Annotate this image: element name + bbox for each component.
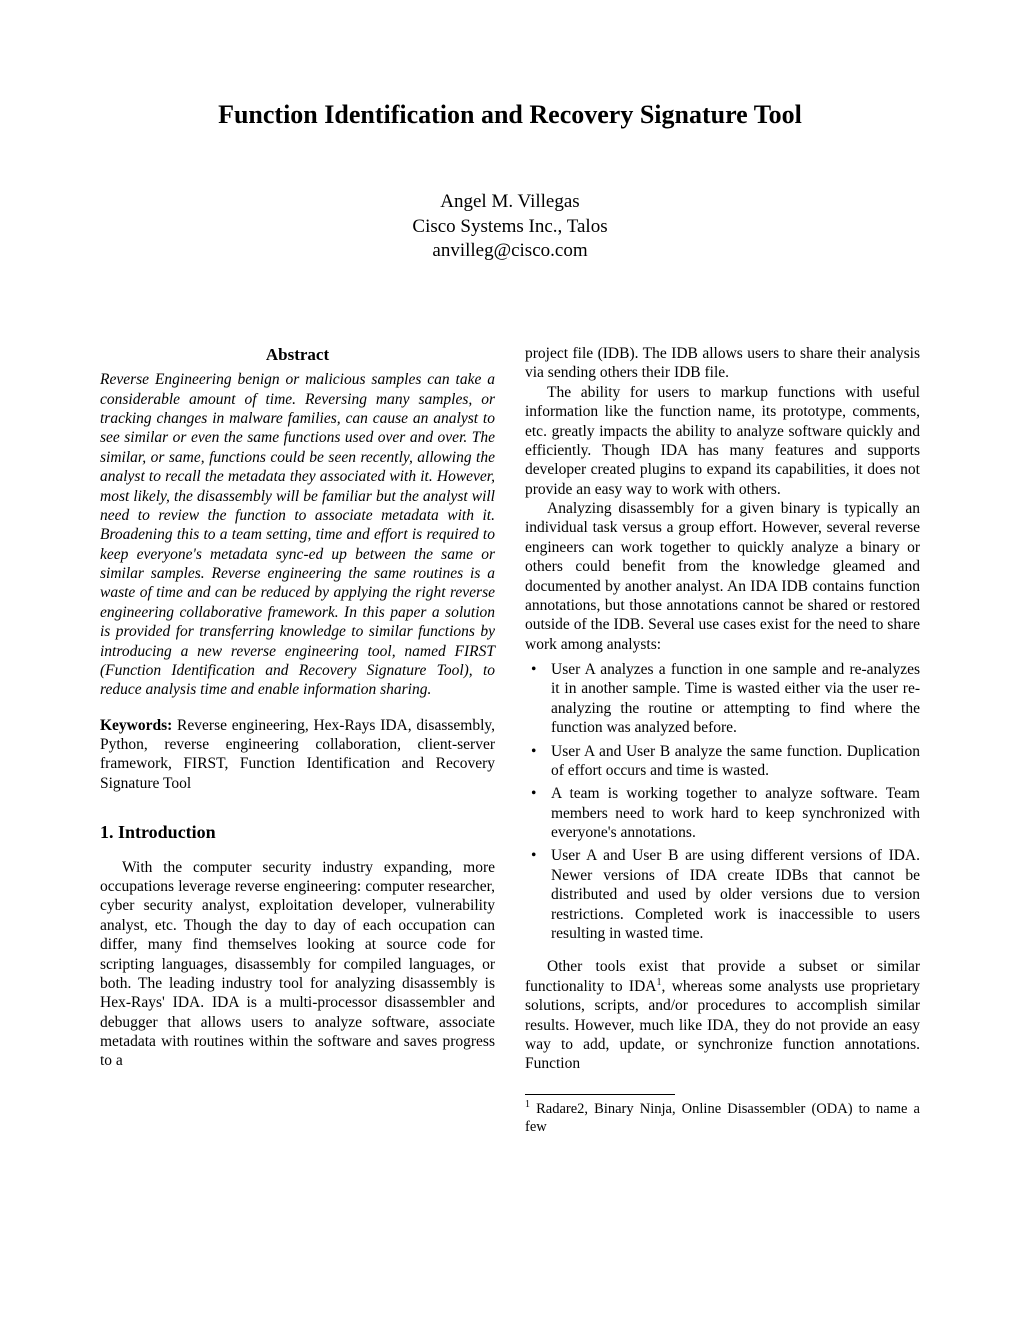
keywords-label: Keywords: [100,717,172,734]
list-item: User A and User B are using different ve… [525,846,920,943]
col2-para-1: project file (IDB). The IDB allows users… [525,344,920,383]
list-item: User A and User B analyze the same funct… [525,742,920,781]
intro-para-1: With the computer security industry expa… [100,858,495,1071]
col2-para-3: Analyzing disassembly for a given binary… [525,499,920,654]
abstract-text: Reverse Engineering benign or malicious … [100,370,495,699]
right-column: project file (IDB). The IDB allows users… [525,344,920,1136]
col2-para-4: Other tools exist that provide a subset … [525,957,920,1073]
author-email: anvilleg@cisco.com [100,239,920,264]
abstract-heading: Abstract [100,344,495,365]
paper-title: Function Identification and Recovery Sig… [100,100,920,130]
keywords-block: Keywords: Reverse engineering, Hex-Rays … [100,716,495,794]
col2-para-2: The ability for users to markup function… [525,383,920,499]
use-case-list: User A analyzes a function in one sample… [525,660,920,943]
footnote-rule [525,1094,675,1095]
list-item: A team is working together to analyze so… [525,784,920,842]
list-item: User A analyzes a function in one sample… [525,660,920,738]
left-column: Abstract Reverse Engineering benign or m… [100,344,495,1136]
footnote: 1 Radare2, Binary Ninja, Online Disassem… [525,1099,920,1136]
author-name: Angel M. Villegas [100,190,920,215]
author-affiliation: Cisco Systems Inc., Talos [100,215,920,240]
two-column-layout: Abstract Reverse Engineering benign or m… [100,344,920,1136]
author-block: Angel M. Villegas Cisco Systems Inc., Ta… [100,190,920,264]
footnote-text: Radare2, Binary Ninja, Online Disassembl… [525,1101,920,1135]
section-1-heading: 1. Introduction [100,821,495,844]
